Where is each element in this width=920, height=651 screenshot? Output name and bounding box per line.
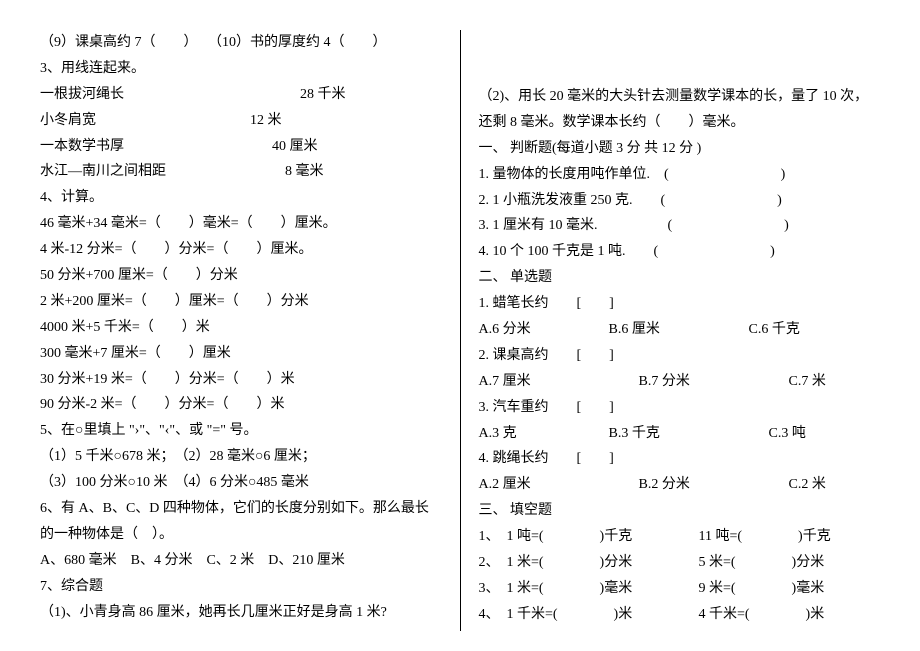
tk-right: 11 吨=( )千克: [699, 524, 831, 550]
tk-row: 4、 1 千米=( )米 4 千米=( )米: [479, 602, 881, 628]
q6-line: 6、有 A、B、C、D 四种物体，它们的长度分别如下。那么最长: [40, 496, 442, 522]
match-right: 8 毫米: [285, 159, 324, 185]
dx-stem: 1. 蜡笔长约 [ ]: [479, 291, 881, 317]
sec2-title: 二、 单选题: [479, 265, 881, 291]
opt-a: A.2 厘米: [479, 472, 639, 498]
right-column: （2)、用长 20 毫米的大头针去测量数学课本的长，量了 10 次， 还剩 8 …: [461, 30, 891, 631]
match-left: 一根拔河绳长: [40, 82, 300, 108]
q9-10: （9）课桌高约 7（ ） （10）书的厚度约 4（ ）: [40, 30, 442, 56]
tk-row: 2、 1 米=( )分米 5 米=( )分米: [479, 550, 881, 576]
dx-stem: 4. 跳绳长约 [ ]: [479, 446, 881, 472]
pd-line: 1. 量物体的长度用吨作单位. ( ): [479, 162, 881, 188]
calc-line: 90 分米-2 米=（ ）分米=（ ）米: [40, 392, 442, 418]
opt-a: A.6 分米: [479, 317, 609, 343]
q6-opts: A、680 毫米 B、4 分米 C、2 米 D、210 厘米: [40, 548, 442, 574]
q6-line: 的一种物体是（ ）。: [40, 522, 442, 548]
worksheet-page: （9）课桌高约 7（ ） （10）书的厚度约 4（ ） 3、用线连起来。 一根拔…: [0, 0, 920, 651]
dx-stem: 2. 课桌高约 [ ]: [479, 343, 881, 369]
tk-right: 9 米=( )毫米: [699, 576, 825, 602]
tk-left: 3、 1 米=( )毫米: [479, 576, 699, 602]
opt-b: B.3 千克: [609, 421, 769, 447]
opt-b: B.2 分米: [639, 472, 789, 498]
calc-line: 300 毫米+7 厘米=（ ）厘米: [40, 341, 442, 367]
q7-2a: （2)、用长 20 毫米的大头针去测量数学课本的长，量了 10 次，: [479, 84, 881, 110]
left-column: （9）课桌高约 7（ ） （10）书的厚度约 4（ ） 3、用线连起来。 一根拔…: [30, 30, 461, 631]
dx-opts: A.3 克 B.3 千克 C.3 吨: [479, 421, 881, 447]
opt-b: B.7 分米: [639, 369, 789, 395]
dx-opts: A.6 分米 B.6 厘米 C.6 千克: [479, 317, 881, 343]
dx-opts: A.2 厘米 B.2 分米 C.2 米: [479, 472, 881, 498]
q7-1: （1)、小青身高 86 厘米，她再长几厘米正好是身高 1 米?: [40, 600, 442, 626]
q5-item: （3）100 分米○10 米 （4）6 分米○485 毫米: [40, 470, 442, 496]
match-right: 28 千米: [300, 82, 346, 108]
opt-c: C.7 米: [789, 369, 826, 395]
match-left: 水江—南川之间相距: [40, 159, 285, 185]
opt-b: B.6 厘米: [609, 317, 749, 343]
match-row: 一根拔河绳长 28 千米: [40, 82, 442, 108]
q7-title: 7、综合题: [40, 574, 442, 600]
calc-line: 46 毫米+34 毫米=（ ）毫米=（ ）厘米。: [40, 211, 442, 237]
calc-line: 4000 米+5 千米=（ ）米: [40, 315, 442, 341]
tk-left: 2、 1 米=( )分米: [479, 550, 699, 576]
q5-title: 5、在○里填上 "›"、"‹"、或 "=" 号。: [40, 418, 442, 444]
q5-item: （1）5 千米○678 米； （2）28 毫米○6 厘米；: [40, 444, 442, 470]
match-right: 12 米: [250, 108, 282, 134]
opt-c: C.6 千克: [749, 317, 800, 343]
opt-a: A.3 克: [479, 421, 609, 447]
q7-2b: 还剩 8 毫米。数学课本长约（ ）毫米。: [479, 110, 881, 136]
dx-opts: A.7 厘米 B.7 分米 C.7 米: [479, 369, 881, 395]
calc-line: 4 米-12 分米=（ ）分米=（ ）厘米。: [40, 237, 442, 263]
q4-title: 4、计算。: [40, 185, 442, 211]
sec1-title: 一、 判断题(每道小题 3 分 共 12 分 ): [479, 136, 881, 162]
match-row: 一本数学书厚 40 厘米: [40, 134, 442, 160]
q3-title: 3、用线连起来。: [40, 56, 442, 82]
calc-line: 50 分米+700 厘米=（ ）分米: [40, 263, 442, 289]
tk-row: 3、 1 米=( )毫米 9 米=( )毫米: [479, 576, 881, 602]
match-left: 一本数学书厚: [40, 134, 272, 160]
dx-stem: 3. 汽车重约 [ ]: [479, 395, 881, 421]
tk-left: 4、 1 千米=( )米: [479, 602, 699, 628]
opt-a: A.7 厘米: [479, 369, 639, 395]
sec3-title: 三、 填空题: [479, 498, 881, 524]
calc-line: 30 分米+19 米=（ ）分米=（ ）米: [40, 367, 442, 393]
match-right: 40 厘米: [272, 134, 318, 160]
match-row: 水江—南川之间相距 8 毫米: [40, 159, 442, 185]
match-left: 小冬肩宽: [40, 108, 250, 134]
pd-line: 3. 1 厘米有 10 毫米. ( ): [479, 213, 881, 239]
tk-left: 1、 1 吨=( )千克: [479, 524, 699, 550]
opt-c: C.3 吨: [769, 421, 806, 447]
match-row: 小冬肩宽 12 米: [40, 108, 442, 134]
pd-line: 4. 10 个 100 千克是 1 吨. ( ): [479, 239, 881, 265]
calc-line: 2 米+200 厘米=（ ）厘米=（ ）分米: [40, 289, 442, 315]
tk-row: 1、 1 吨=( )千克 11 吨=( )千克: [479, 524, 881, 550]
tk-right: 5 米=( )分米: [699, 550, 825, 576]
tk-right: 4 千米=( )米: [699, 602, 825, 628]
opt-c: C.2 米: [789, 472, 826, 498]
pd-line: 2. 1 小瓶洗发液重 250 克. ( ): [479, 188, 881, 214]
